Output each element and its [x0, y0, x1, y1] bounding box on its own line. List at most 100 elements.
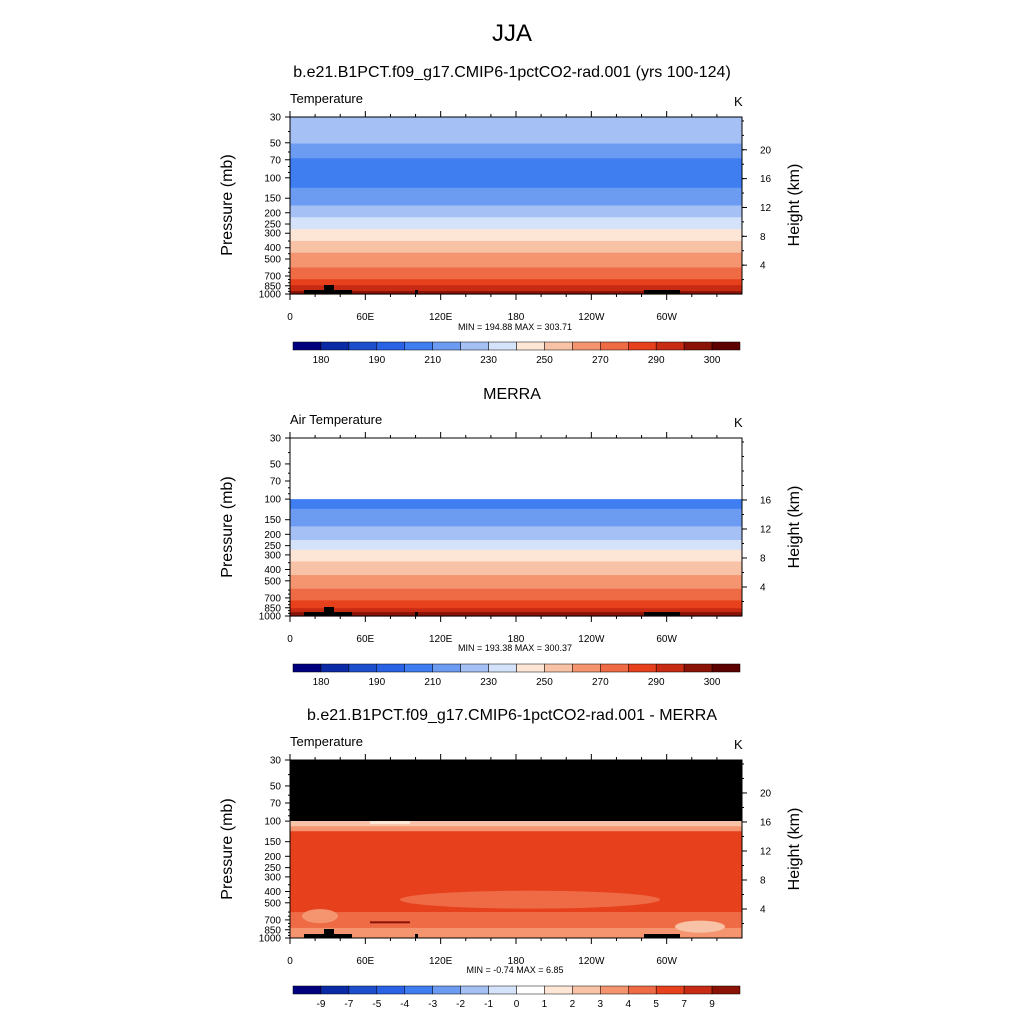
temperature-band [290, 199, 742, 204]
temperature-band [290, 547, 742, 551]
temperature-band [290, 158, 742, 162]
colorbar-box [432, 985, 461, 995]
colorbar-label: 3 [598, 999, 604, 1010]
pressure-tick-label: 850 [264, 281, 281, 292]
lon-tick-label: 60E [356, 312, 374, 323]
colorbar-label: -7 [344, 999, 353, 1010]
lon-tick-label: 60E [356, 634, 374, 645]
height-tick-label: 20 [760, 145, 772, 156]
pressure-tick-label: 70 [270, 155, 282, 166]
temperature-band [290, 173, 742, 177]
topography-mask [324, 285, 334, 290]
temperature-band [290, 125, 742, 130]
temperature-band [290, 577, 742, 580]
colorbar-box [683, 985, 713, 995]
temperature-band [290, 610, 742, 613]
colorbar-label: 250 [536, 677, 553, 688]
temperature-band [290, 573, 742, 576]
temperature-band [290, 178, 742, 183]
temperature-band [290, 226, 742, 230]
colorbar-label: 1 [542, 999, 548, 1010]
temperature-band [290, 167, 742, 171]
lon-tick-label: 120W [578, 956, 605, 967]
panel3-unit: K [734, 737, 743, 752]
temperature-band [290, 276, 742, 280]
temperature-band [290, 122, 742, 127]
pressure-tick-label: 700 [264, 915, 281, 926]
height-tick-label: 12 [760, 846, 772, 857]
temperature-band [290, 255, 742, 260]
temperature-band [290, 516, 742, 520]
difference-band [370, 921, 410, 924]
pressure-tick-label: 1000 [259, 612, 282, 623]
temperature-band [290, 602, 742, 605]
lon-tick-label: 120W [578, 312, 605, 323]
temperature-band [290, 176, 742, 180]
temperature-band [290, 223, 742, 227]
panel2-minmax: MIN = 193.38 MAX = 300.37 [457, 643, 573, 653]
temperature-band [290, 530, 742, 533]
colorbar-label: 250 [536, 355, 553, 366]
temperature-band [290, 235, 742, 239]
temperature-band [290, 545, 742, 549]
temperature-band [290, 526, 742, 529]
pressure-tick-label: 50 [270, 459, 282, 470]
temperature-band [290, 528, 742, 531]
temperature-band [290, 143, 742, 148]
colorbar-label: 2 [570, 999, 576, 1010]
temperature-band [290, 612, 742, 615]
temperature-band [290, 208, 742, 212]
pressure-tick-label: 30 [270, 113, 282, 124]
panel3-variable-label: Temperature [290, 734, 363, 749]
temperature-band [290, 128, 742, 133]
temperature-band [290, 246, 742, 251]
temperature-band [290, 563, 742, 566]
temperature-band [290, 561, 742, 565]
pressure-tick-label: 300 [264, 550, 281, 561]
colorbar-label: 290 [648, 355, 665, 366]
panel1-unit: K [734, 94, 743, 109]
lon-tick-label: 0 [287, 634, 293, 645]
topography-mask [304, 612, 352, 616]
temperature-band [290, 614, 742, 617]
temperature-band [290, 196, 742, 201]
lon-tick-label: 120E [429, 956, 453, 967]
pressure-tick-label: 250 [264, 220, 281, 231]
pressure-tick-label: 500 [264, 898, 281, 909]
pressure-tick-label: 400 [264, 565, 281, 576]
temperature-band [290, 279, 742, 283]
pressure-tick-label: 1000 [259, 934, 282, 945]
pressure-tick-label: 100 [264, 173, 281, 184]
colorbar-label: 270 [592, 677, 609, 688]
lon-tick-label: 120E [429, 634, 453, 645]
colorbar-box [600, 985, 629, 995]
lon-tick-label: 60W [656, 634, 677, 645]
difference-band [302, 909, 338, 924]
temperature-band [290, 504, 742, 508]
topography-mask [324, 929, 334, 934]
temperature-band [290, 282, 742, 286]
temperature-band [290, 270, 742, 274]
temperature-band [290, 571, 742, 574]
temperature-band [290, 549, 742, 553]
topography-mask [415, 934, 418, 938]
pressure-tick-label: 400 [264, 887, 281, 898]
temperature-band [290, 261, 742, 266]
temperature-band [290, 586, 742, 590]
colorbar-label: -3 [428, 999, 437, 1010]
temperature-band [290, 134, 742, 139]
temperature-band [290, 170, 742, 174]
temperature-band [290, 600, 742, 603]
temperature-band [290, 538, 742, 541]
temperature-band [290, 582, 742, 586]
height-tick-label: 20 [760, 788, 772, 799]
colorbar-label: 0 [514, 999, 520, 1010]
temperature-band [290, 264, 742, 269]
temperature-band [290, 249, 742, 254]
temperature-band [290, 518, 742, 522]
temperature-band [290, 543, 742, 547]
colorbar-box [655, 985, 685, 995]
temperature-band [290, 557, 742, 561]
temperature-band [290, 137, 742, 142]
